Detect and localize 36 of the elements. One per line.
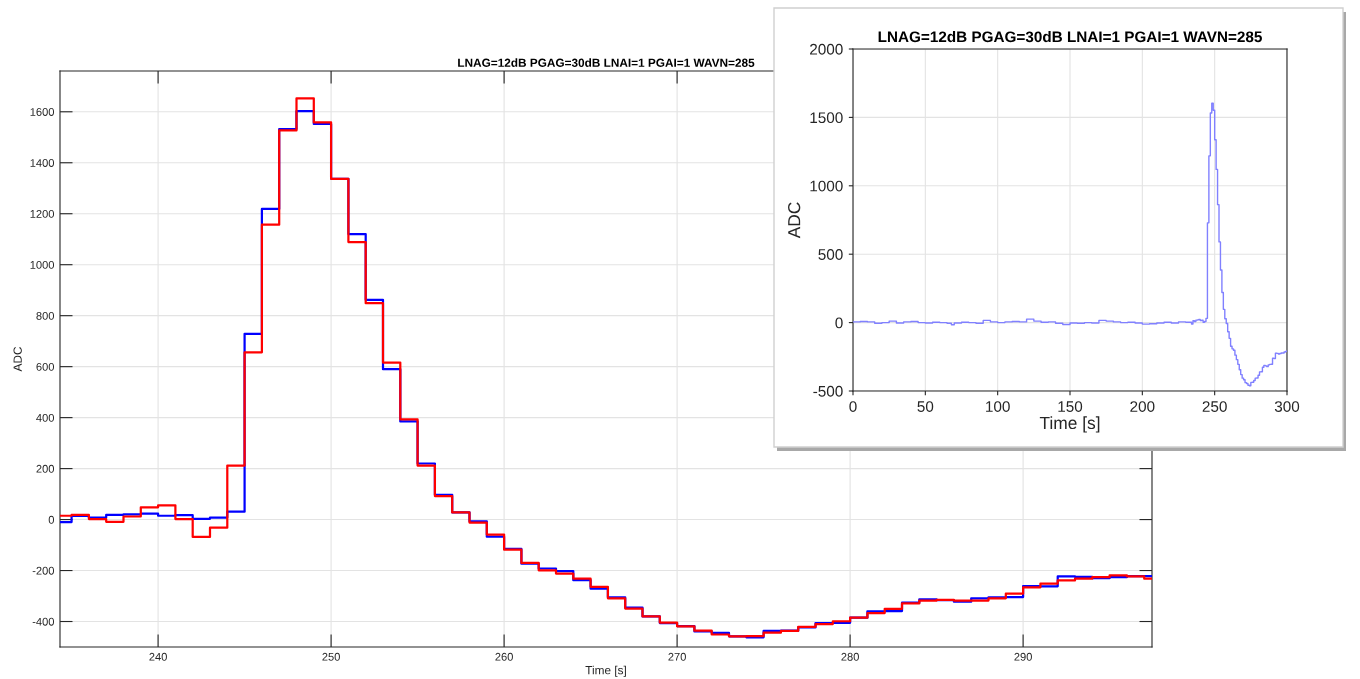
y-tick-label: 1600 xyxy=(30,108,55,116)
x-tick-label: 260 xyxy=(495,652,513,661)
y-tick-label: -500 xyxy=(813,385,843,397)
x-tick-label: 290 xyxy=(1014,652,1032,661)
y-tick-label: 2000 xyxy=(810,43,843,55)
y-tick-label: 1200 xyxy=(30,209,55,218)
chart-title: LNAG=12dB PGAG=30dB LNAI=1 PGAI=1 WAVN=285 xyxy=(458,58,755,67)
x-tick-label: 240 xyxy=(149,652,167,661)
y-tick-label: 400 xyxy=(36,413,55,422)
x-tick-label: 280 xyxy=(841,652,859,661)
y-tick-label: 1400 xyxy=(30,159,55,167)
y-tick-label: 0 xyxy=(48,515,55,524)
y-tick-label: -200 xyxy=(32,566,55,575)
y-tick-label: 800 xyxy=(36,311,55,320)
x-tick-label: 250 xyxy=(1202,401,1227,412)
x-tick-label: 200 xyxy=(1130,401,1155,412)
x-tick-label: 150 xyxy=(1058,401,1083,412)
y-tick-label: 1000 xyxy=(810,180,843,192)
y-tick-label: 600 xyxy=(36,362,55,371)
y-tick-label: -400 xyxy=(32,617,55,626)
y-tick-label: 0 xyxy=(835,317,843,329)
x-tick-label: 50 xyxy=(917,401,934,412)
x-tick-label: 100 xyxy=(986,401,1010,412)
x-axis-title: Time [s] xyxy=(1039,416,1100,433)
x-tick-label: 250 xyxy=(322,652,340,661)
x-tick-label: 0 xyxy=(849,401,857,412)
chart-title: LNAG=12dB PGAG=30dB LNAI=1 PGAI=1 WAVN=285 xyxy=(878,30,1262,43)
y-axis-title: ADC xyxy=(13,346,22,372)
x-axis-title: Time [s] xyxy=(585,665,626,677)
y-tick-label: 500 xyxy=(818,249,843,260)
y-axis-title: ADC xyxy=(788,202,801,239)
x-tick-label: 270 xyxy=(668,652,686,661)
y-tick-label: 1500 xyxy=(810,112,843,124)
x-tick-label: 300 xyxy=(1274,401,1300,412)
y-tick-label: 200 xyxy=(36,464,55,473)
y-tick-label: 1000 xyxy=(30,260,55,269)
